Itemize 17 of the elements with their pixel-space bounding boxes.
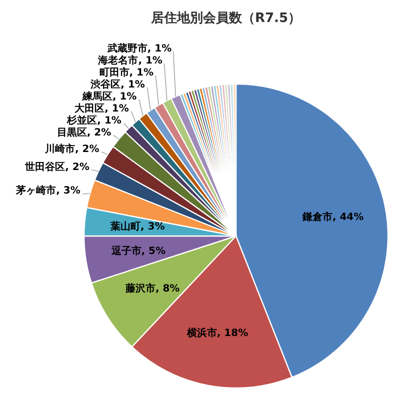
slice-label: 逗子市, 5% — [110, 245, 166, 258]
slice-label: 大田区, 1% — [74, 102, 129, 114]
slice-label: 鎌倉市, 44% — [301, 211, 364, 224]
slice-label: 目黒区, 2% — [56, 126, 112, 138]
slice-label: 武蔵野市, 1% — [106, 42, 172, 54]
slice-label: 渋谷区, 1% — [90, 78, 145, 90]
slice-label: 世田谷区, 2% — [24, 160, 90, 173]
slice-label: 葉山町, 3% — [110, 220, 165, 232]
slice-label: 藤沢市, 8% — [124, 282, 180, 295]
slice-label: 海老名市, 1% — [97, 54, 162, 66]
slice-label: 町田市, 1% — [99, 66, 154, 78]
slice-label: 茅ヶ崎市, 3% — [15, 184, 80, 197]
slice-label: 川崎市, 2% — [44, 142, 100, 155]
slice-label: 杉並区, 1% — [66, 114, 122, 126]
slice-label: 練馬区, 1% — [81, 90, 137, 102]
chart-title: 居住地別会員数（R7.5） — [150, 11, 302, 26]
slice-label: 横浜市, 18% — [186, 326, 248, 339]
